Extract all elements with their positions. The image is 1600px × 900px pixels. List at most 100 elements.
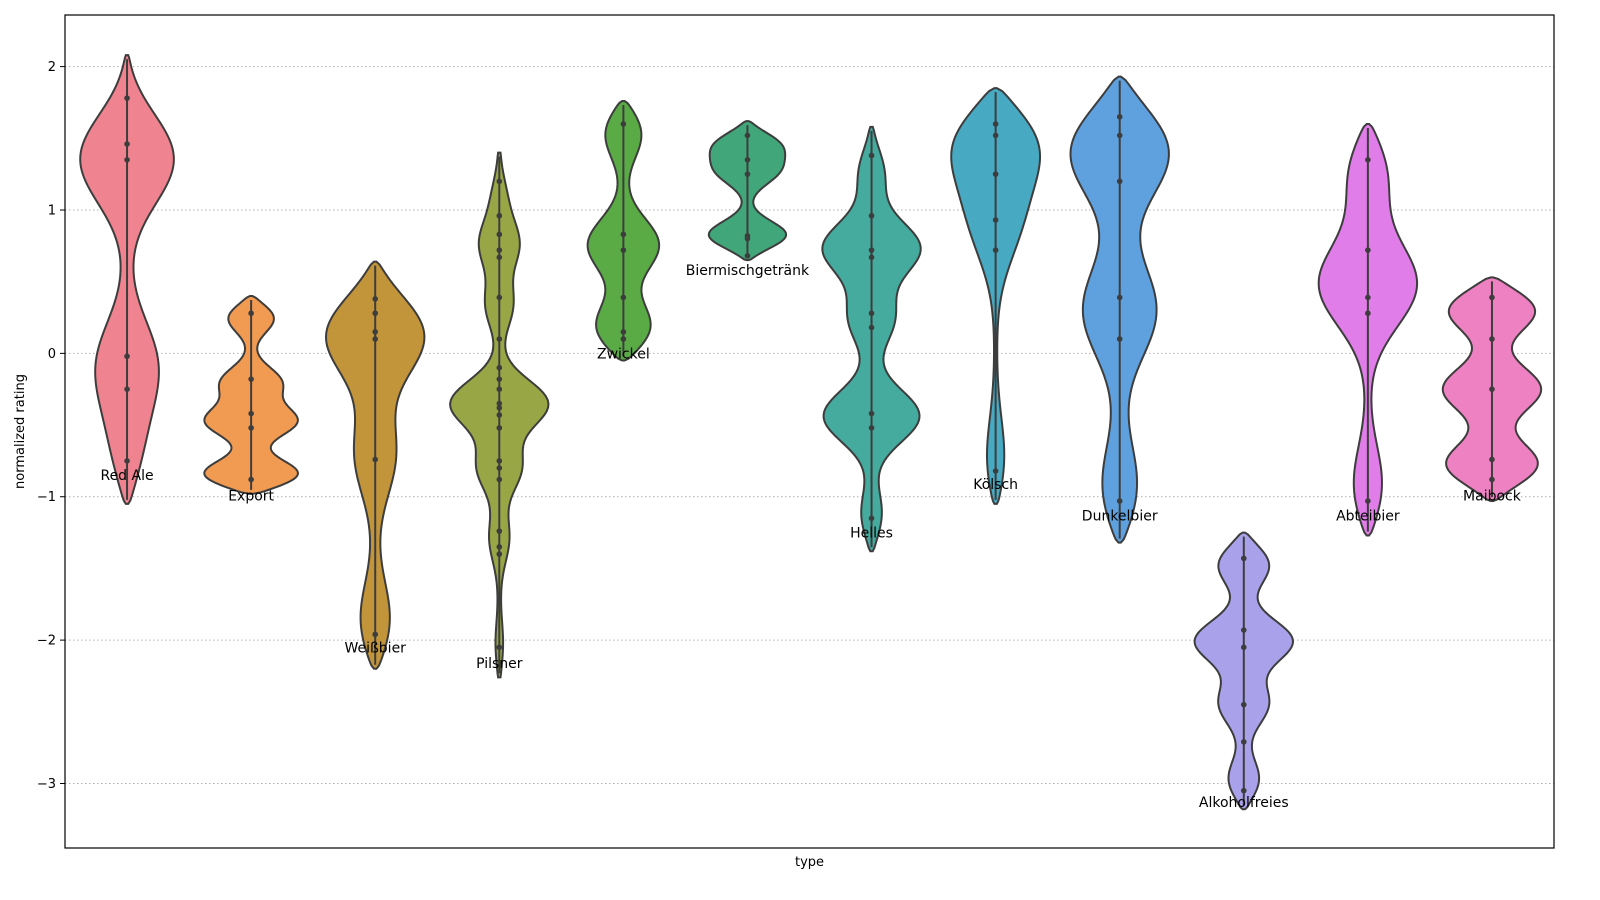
category-label: Pilsner	[476, 656, 523, 672]
observation-point	[372, 329, 379, 335]
observation-point	[620, 247, 627, 253]
observation-point	[1240, 739, 1247, 745]
category-label: Kölsch	[973, 477, 1018, 493]
observation-point	[372, 456, 379, 463]
observation-point	[1116, 113, 1123, 120]
category-label: Biermischgetränk	[686, 263, 810, 279]
observation-point	[868, 247, 875, 253]
observation-point	[868, 152, 875, 159]
category-labels: Red Ale Export Weißbier Pilsner Zwickel Bierm…	[100, 263, 1521, 811]
observation-point	[744, 171, 751, 177]
observation-point	[496, 528, 503, 534]
category-label: Abteibier	[1336, 508, 1400, 524]
y-axis: 2 1 0 −1 −2 −3	[37, 60, 65, 792]
observation-point	[124, 95, 130, 101]
observation-point	[372, 296, 379, 302]
observation-point	[620, 231, 627, 238]
observation-point	[1365, 498, 1371, 504]
observation-point	[744, 132, 751, 139]
observation-point	[496, 465, 503, 471]
observation-point	[620, 121, 627, 127]
observation-point	[496, 247, 503, 253]
observation-point	[1365, 310, 1371, 317]
y-tick-label: 0	[48, 347, 56, 362]
observation-point	[496, 364, 503, 371]
observation-point	[620, 329, 627, 335]
observation-point	[868, 254, 875, 261]
observation-point	[496, 476, 503, 483]
observation-point	[868, 212, 875, 219]
observation-point	[620, 336, 627, 342]
observation-point	[1116, 498, 1123, 504]
violins	[79, 54, 1543, 811]
y-tick-label: −1	[37, 490, 56, 505]
observation-point	[992, 121, 999, 127]
observation-point	[1365, 247, 1371, 253]
observation-point	[496, 400, 503, 407]
observation-point	[1240, 555, 1247, 562]
observation-point	[992, 171, 999, 177]
gridlines	[65, 66, 1554, 784]
category-label: Zwickel	[597, 346, 650, 362]
observation-point	[992, 217, 999, 223]
observation-point	[992, 247, 999, 253]
y-tick-label: 1	[48, 203, 56, 218]
observation-point	[248, 476, 254, 483]
observation-point	[496, 386, 503, 393]
category-label: Weißbier	[344, 640, 406, 656]
observation-point	[496, 294, 503, 301]
observation-point	[496, 544, 503, 550]
observation-point	[496, 336, 503, 342]
observation-point	[744, 157, 751, 163]
observation-point	[496, 458, 503, 464]
observation-point	[124, 353, 130, 360]
observation-point	[1240, 627, 1247, 633]
observation-point	[496, 178, 503, 185]
y-axis-label: normalized rating	[13, 374, 28, 489]
y-tick-label: −2	[37, 634, 56, 649]
observation-point	[868, 324, 875, 331]
observation-point	[248, 310, 254, 317]
observation-point	[124, 141, 130, 147]
observation-point	[124, 458, 130, 464]
plot-frame	[64, 14, 1555, 849]
observation-point	[1240, 644, 1247, 651]
observation-point	[992, 468, 999, 474]
observation-point	[124, 157, 130, 163]
observation-point	[496, 425, 503, 431]
observation-point	[620, 294, 627, 301]
x-axis-label: type	[795, 855, 824, 870]
category-label: Maibock	[1463, 488, 1522, 504]
observation-point	[1489, 456, 1495, 463]
observation-point	[868, 410, 875, 417]
observation-point	[1116, 336, 1123, 342]
observation-point	[1116, 132, 1123, 139]
observation-point	[496, 212, 503, 219]
observation-point	[248, 376, 254, 382]
observation-point	[372, 310, 379, 317]
observation-point	[1489, 336, 1495, 342]
observation-point	[372, 336, 379, 342]
observation-point	[496, 231, 503, 238]
category-label: Export	[228, 488, 274, 504]
observation-point	[868, 310, 875, 317]
observation-point	[1116, 294, 1123, 301]
observation-point	[248, 425, 254, 431]
observation-point	[868, 515, 875, 522]
observation-point	[496, 644, 503, 651]
y-tick-label: 2	[48, 60, 56, 75]
observation-point	[372, 631, 379, 638]
category-label: Helles	[850, 526, 893, 542]
observation-point	[1116, 178, 1123, 185]
observation-point	[496, 376, 503, 382]
observation-point	[496, 551, 503, 557]
observation-point	[744, 253, 751, 259]
category-label: Dunkelbier	[1082, 508, 1158, 524]
observation-point	[1489, 386, 1495, 393]
observation-point	[248, 410, 254, 417]
category-label: Red Ale	[100, 468, 153, 484]
observation-point	[496, 412, 503, 418]
observation-point	[868, 425, 875, 431]
observation-point	[744, 235, 751, 242]
